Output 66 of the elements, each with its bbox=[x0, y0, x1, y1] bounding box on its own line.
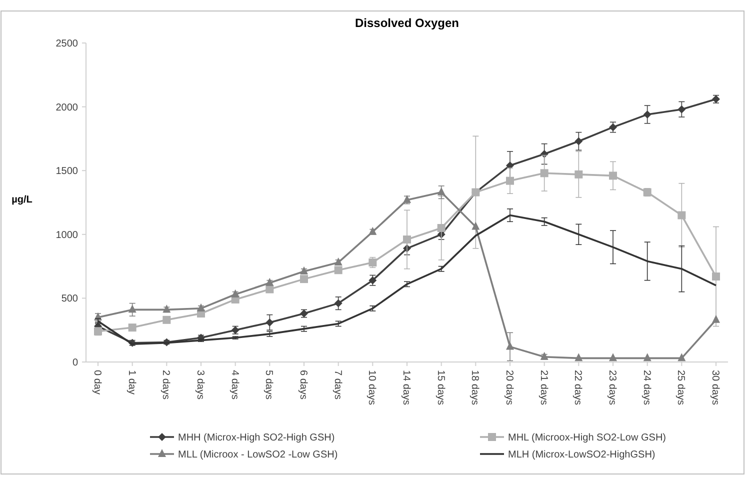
point bbox=[266, 278, 274, 286]
point bbox=[231, 289, 240, 298]
legend-label: MLH (Microx-LowSO2-HighGSH) bbox=[508, 450, 656, 460]
x-tick-label: 24 days bbox=[640, 370, 652, 406]
x-tick-label: 21 days bbox=[538, 370, 549, 406]
point bbox=[540, 352, 548, 360]
y-tick-label: 2500 bbox=[56, 38, 78, 50]
y-tick-label: 0 bbox=[72, 358, 78, 368]
x-tick-label: 10 days bbox=[366, 370, 378, 406]
point bbox=[437, 187, 446, 196]
point bbox=[300, 266, 308, 274]
x-tick-label: 5 days bbox=[263, 370, 274, 400]
point bbox=[643, 353, 652, 362]
point bbox=[643, 110, 652, 118]
point bbox=[506, 342, 514, 350]
point bbox=[712, 314, 720, 323]
x-tick-label: 0 day bbox=[92, 370, 102, 394]
point bbox=[678, 353, 686, 362]
y-tick-label: 2000 bbox=[56, 102, 78, 114]
x-tick-label: 1 day bbox=[126, 370, 137, 394]
x-tick-label: 14 days bbox=[400, 370, 412, 406]
x-tick-label: 4 days bbox=[228, 370, 240, 400]
point bbox=[300, 275, 308, 284]
point bbox=[574, 137, 583, 146]
x-tick-label: 18 days bbox=[469, 370, 480, 406]
point bbox=[368, 226, 377, 235]
point bbox=[472, 222, 480, 230]
point bbox=[266, 285, 274, 294]
point bbox=[162, 304, 171, 313]
chart-title: Dissolved Oxygen bbox=[354, 16, 460, 30]
point bbox=[574, 170, 583, 178]
legend-label: MHL (Microox-High SO2-Low GSH) bbox=[508, 432, 666, 444]
x-tick-label: 20 days bbox=[504, 370, 514, 406]
point bbox=[197, 303, 205, 312]
point bbox=[266, 318, 274, 326]
point bbox=[712, 272, 720, 281]
point bbox=[540, 169, 548, 178]
x-tick-label: 22 days bbox=[572, 370, 584, 406]
legend-label: MHH (Microx-High SO2-High GSH) bbox=[178, 432, 335, 444]
point bbox=[678, 105, 686, 114]
point bbox=[609, 353, 617, 362]
point bbox=[678, 211, 686, 220]
x-tick-label: 7 days bbox=[332, 370, 343, 400]
point bbox=[334, 299, 342, 308]
x-tick-label: 23 days bbox=[606, 370, 618, 406]
x-tick-label: 6 days bbox=[298, 370, 308, 400]
point bbox=[128, 324, 136, 332]
point bbox=[334, 266, 342, 274]
point bbox=[334, 257, 342, 266]
y-tick-label: 1500 bbox=[56, 166, 78, 178]
y-axis-title: µg/L bbox=[12, 194, 32, 206]
y-tick-label: 1000 bbox=[56, 230, 78, 241]
x-tick-label: 25 days bbox=[675, 370, 686, 406]
x-tick-label: 2 days bbox=[160, 370, 172, 400]
point bbox=[128, 304, 136, 313]
x-tick-label: 30 days bbox=[710, 370, 720, 406]
y-tick-label: 500 bbox=[61, 294, 78, 305]
legend-label: MLL (Microox - LowSO2 -Low GSH) bbox=[178, 450, 338, 460]
x-tick-label: 3 days bbox=[194, 370, 206, 400]
point bbox=[506, 176, 514, 185]
point bbox=[162, 316, 171, 324]
x-tick-label: 15 days bbox=[434, 370, 446, 406]
point bbox=[403, 236, 411, 244]
point bbox=[609, 172, 617, 180]
point bbox=[437, 224, 446, 232]
point bbox=[574, 353, 583, 362]
